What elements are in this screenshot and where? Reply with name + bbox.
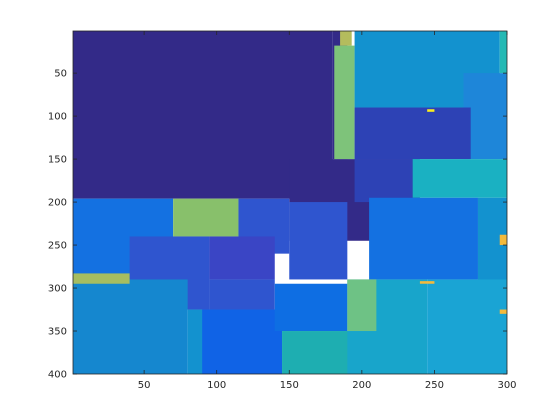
heatmap-region	[209, 279, 275, 310]
heatmap-region	[202, 309, 283, 374]
heatmap-region	[289, 202, 348, 280]
heatmap-region	[274, 283, 348, 332]
x-tick-label: 250	[425, 380, 444, 391]
x-tick-label: 150	[280, 380, 299, 391]
heatmap-region	[499, 31, 507, 74]
heatmap-region	[209, 236, 275, 280]
y-tick-label: 200	[48, 198, 67, 209]
heatmap-region	[73, 279, 188, 374]
x-tick-label: 200	[352, 380, 371, 391]
plot-frame	[72, 30, 508, 375]
y-tick-label: 50	[54, 69, 67, 80]
y-tick-label: 100	[48, 112, 67, 123]
heatmap-region	[282, 331, 355, 374]
heatmap-region	[354, 159, 413, 203]
heatmap-region	[412, 159, 507, 198]
heatmap-region	[347, 279, 377, 332]
y-tick-label: 350	[48, 327, 67, 338]
y-tick-label: 150	[48, 155, 67, 166]
heatmap-image	[73, 31, 507, 374]
heatmap-region	[427, 109, 435, 112]
y-tick-label: 250	[48, 241, 67, 252]
heatmap-region	[340, 31, 352, 46]
x-tick-label: 300	[497, 380, 516, 391]
heatmap-region	[419, 281, 435, 284]
heatmap-region	[369, 197, 478, 280]
heatmap-region	[354, 107, 471, 160]
x-tick-label: 100	[207, 380, 226, 391]
heatmap-region	[499, 309, 507, 314]
axis-tick-labels: 50 100 150 200 250 300 50 100 150 200 250 300 350 400	[48, 69, 517, 391]
heatmap-region	[173, 198, 239, 237]
x-tick-label: 50	[138, 380, 151, 391]
axis-ticks	[73, 31, 508, 375]
y-tick-label: 400	[48, 370, 67, 381]
y-tick-label: 300	[48, 284, 67, 295]
heatmap-region	[334, 45, 355, 160]
heatmap-region	[427, 279, 507, 374]
heatmap-region	[499, 234, 507, 246]
heatmap-region	[73, 273, 130, 284]
